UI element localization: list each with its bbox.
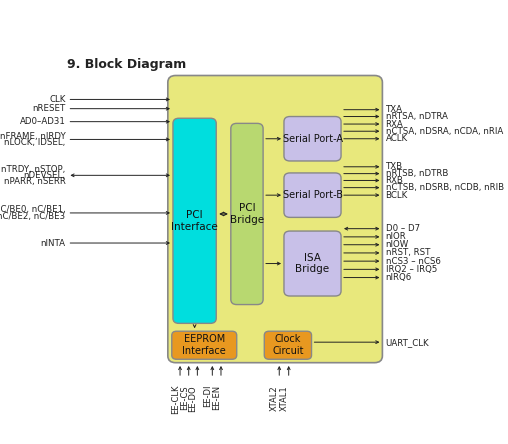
Text: PCI
Interface: PCI Interface: [171, 210, 218, 232]
Text: nPARR, nSERR: nPARR, nSERR: [4, 177, 66, 186]
Text: nC/BE0, nC/BE1,: nC/BE0, nC/BE1,: [0, 205, 66, 214]
FancyBboxPatch shape: [284, 231, 341, 296]
Text: nCS3 – nCS6: nCS3 – nCS6: [386, 257, 440, 266]
Text: nIRQ6: nIRQ6: [386, 273, 412, 282]
Text: nRESET: nRESET: [32, 104, 66, 113]
FancyBboxPatch shape: [168, 75, 383, 363]
Text: nCTSA, nDSRA, nCDA, nRIA: nCTSA, nDSRA, nCDA, nRIA: [386, 127, 503, 136]
Text: XTAL1: XTAL1: [280, 385, 289, 411]
Text: nIOR: nIOR: [386, 232, 406, 242]
Text: nIOW: nIOW: [386, 240, 409, 249]
FancyBboxPatch shape: [284, 116, 341, 161]
FancyBboxPatch shape: [284, 173, 341, 218]
Text: nTRDY, nSTOP,: nTRDY, nSTOP,: [1, 165, 66, 174]
Text: ISA
Bridge: ISA Bridge: [296, 253, 330, 274]
Text: XTAL2: XTAL2: [270, 385, 279, 411]
Text: EE-EN: EE-EN: [212, 385, 221, 410]
Text: ACLK: ACLK: [386, 134, 408, 143]
Text: BCLK: BCLK: [386, 190, 408, 200]
Text: Serial Port-A: Serial Port-A: [282, 134, 342, 144]
Text: 9. Block Diagram: 9. Block Diagram: [68, 59, 186, 71]
Text: nC/BE2, nC/BE3: nC/BE2, nC/BE3: [0, 212, 66, 221]
Text: nRTSB, nDTRB: nRTSB, nDTRB: [386, 169, 448, 178]
Text: UART_CLK: UART_CLK: [386, 338, 429, 347]
Text: nFRAME, nIRDY: nFRAME, nIRDY: [0, 131, 66, 140]
Text: AD0–AD31: AD0–AD31: [20, 117, 66, 126]
Text: PCI
Bridge: PCI Bridge: [230, 203, 264, 225]
Text: nINTA: nINTA: [41, 238, 66, 247]
Text: CLK: CLK: [49, 95, 66, 104]
Text: nCTSB, nDSRB, nCDB, nRIB: nCTSB, nDSRB, nCDB, nRIB: [386, 183, 503, 192]
Text: nRTSA, nDTRA: nRTSA, nDTRA: [386, 112, 448, 121]
FancyBboxPatch shape: [172, 331, 237, 359]
Text: EE-CLK: EE-CLK: [171, 385, 180, 414]
FancyBboxPatch shape: [264, 331, 311, 359]
Text: EEPROM
Interface: EEPROM Interface: [182, 334, 226, 356]
Text: nLOCK, IDSEL,: nLOCK, IDSEL,: [4, 139, 66, 147]
Text: EE-DI: EE-DI: [203, 385, 212, 408]
Text: EE-DO: EE-DO: [188, 385, 197, 412]
FancyBboxPatch shape: [231, 123, 263, 305]
FancyBboxPatch shape: [173, 118, 216, 323]
Text: Serial Port-B: Serial Port-B: [282, 190, 342, 200]
Text: TXA: TXA: [386, 105, 402, 114]
Text: TXB: TXB: [386, 163, 403, 171]
Text: D0 – D7: D0 – D7: [386, 224, 420, 233]
Text: nDEVSEL,: nDEVSEL,: [23, 171, 66, 180]
Text: Clock
Circuit: Clock Circuit: [272, 334, 304, 356]
Text: IRQ2 – IRQ5: IRQ2 – IRQ5: [386, 265, 437, 274]
Text: nRST, RST: nRST, RST: [386, 249, 430, 258]
Text: EE-CS: EE-CS: [180, 385, 188, 409]
Text: RXB: RXB: [386, 176, 403, 185]
Text: RXA: RXA: [386, 119, 403, 129]
